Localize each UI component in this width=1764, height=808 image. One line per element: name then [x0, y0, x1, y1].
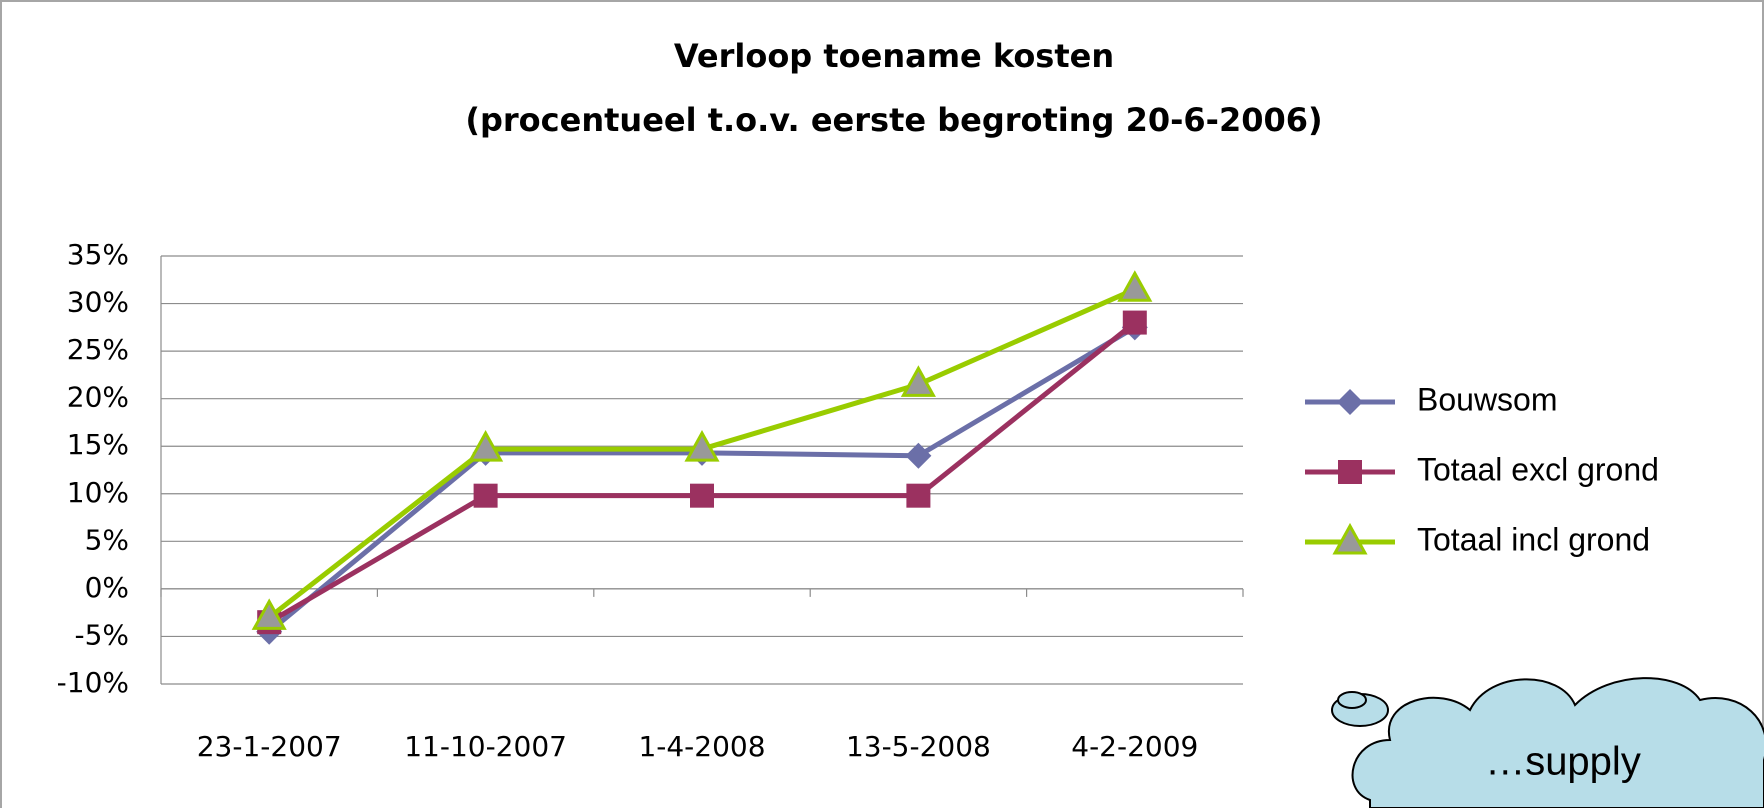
- x-tick-label: 4-2-2009: [1071, 730, 1198, 763]
- y-tick-label: 0%: [85, 571, 129, 604]
- chart-subtitle: (procentueel t.o.v. eerste begroting 20-…: [465, 101, 1322, 139]
- chart-title: Verloop toename kosten: [674, 37, 1114, 75]
- x-tick-label: 23-1-2007: [197, 730, 342, 763]
- y-tick-label: -5%: [74, 618, 129, 651]
- y-tick-label: 30%: [67, 286, 129, 319]
- page: {"chart_data": {"type": "line", "title":…: [0, 0, 1764, 808]
- cloud-bubble: [1338, 692, 1366, 708]
- y-tick-label: 20%: [67, 381, 129, 414]
- marker: [906, 484, 930, 508]
- chart: Verloop toename kosten (procentueel t.o.…: [0, 0, 1764, 808]
- y-tick-label: 25%: [67, 333, 129, 366]
- y-tick-label: 10%: [67, 476, 129, 509]
- x-tick-label: 11-10-2007: [404, 730, 567, 763]
- x-tick-label: 13-5-2008: [846, 730, 991, 763]
- y-tick-label: -10%: [57, 666, 129, 699]
- y-tick-label: 35%: [67, 238, 129, 271]
- marker: [1123, 311, 1147, 335]
- y-tick-label: 15%: [67, 428, 129, 461]
- marker: [1338, 460, 1362, 484]
- x-tick-label: 1-4-2008: [638, 730, 765, 763]
- annotation: …supply: [1485, 740, 1641, 784]
- legend-label: Totaal incl grond: [1417, 521, 1650, 557]
- y-tick-label: 5%: [85, 523, 129, 556]
- marker: [690, 484, 714, 508]
- legend-label: Totaal excl grond: [1417, 451, 1659, 487]
- legend-label: Bouwsom: [1417, 381, 1558, 417]
- marker: [474, 484, 498, 508]
